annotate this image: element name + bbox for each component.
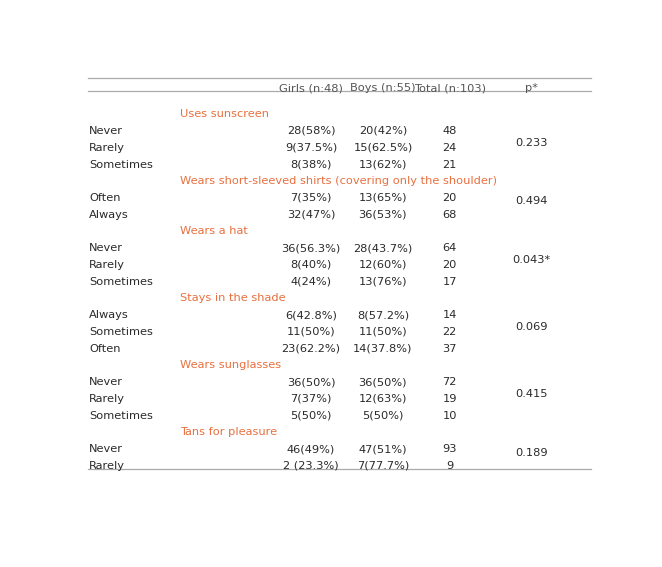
Text: 13(65%): 13(65%) (359, 193, 407, 203)
Text: Boys (n:55): Boys (n:55) (350, 83, 416, 94)
Text: 11(50%): 11(50%) (287, 327, 336, 337)
Text: 7(37%): 7(37%) (291, 394, 332, 404)
Text: 2 (23.3%): 2 (23.3%) (283, 461, 339, 471)
Text: 13(62%): 13(62%) (359, 159, 407, 170)
Text: 20(42%): 20(42%) (359, 126, 407, 136)
Text: 12(60%): 12(60%) (359, 260, 407, 270)
Text: 5(50%): 5(50%) (291, 411, 332, 421)
Text: 21: 21 (442, 159, 457, 170)
Text: 68: 68 (442, 210, 457, 220)
Text: 64: 64 (442, 243, 457, 253)
Text: 0.415: 0.415 (516, 389, 548, 399)
Text: Sometimes: Sometimes (89, 277, 153, 287)
Text: 13(76%): 13(76%) (359, 277, 407, 287)
Text: Stays in the shade: Stays in the shade (180, 293, 286, 303)
Text: Often: Often (89, 344, 120, 354)
Text: 48: 48 (442, 126, 457, 136)
Text: 5(50%): 5(50%) (362, 411, 404, 421)
Text: 14: 14 (442, 310, 457, 320)
Text: Wears sunglasses: Wears sunglasses (180, 361, 281, 370)
Text: 9: 9 (446, 461, 453, 471)
Text: Often: Often (89, 193, 120, 203)
Text: Tans for pleasure: Tans for pleasure (180, 428, 277, 437)
Text: 20: 20 (442, 193, 457, 203)
Text: 0.189: 0.189 (515, 447, 548, 458)
Text: 14(37.8%): 14(37.8%) (354, 344, 412, 354)
Text: Uses sunscreen: Uses sunscreen (180, 109, 269, 119)
Text: Never: Never (89, 377, 123, 387)
Text: Rarely: Rarely (89, 143, 125, 153)
Text: 9(37.5%): 9(37.5%) (285, 143, 337, 153)
Text: 0.233: 0.233 (516, 138, 548, 147)
Text: Total (n:103): Total (n:103) (414, 83, 486, 94)
Text: Always: Always (89, 210, 128, 220)
Text: 6(42.8%): 6(42.8%) (285, 310, 337, 320)
Text: 8(38%): 8(38%) (291, 159, 332, 170)
Text: 22: 22 (442, 327, 457, 337)
Text: 8(40%): 8(40%) (291, 260, 332, 270)
Text: 12(63%): 12(63%) (359, 394, 407, 404)
Text: 17: 17 (442, 277, 457, 287)
Text: 10: 10 (442, 411, 457, 421)
Text: 93: 93 (442, 444, 457, 454)
Text: 32(47%): 32(47%) (287, 210, 335, 220)
Text: Always: Always (89, 310, 128, 320)
Text: 28(43.7%): 28(43.7%) (354, 243, 412, 253)
Text: 46(49%): 46(49%) (287, 444, 335, 454)
Text: 37: 37 (442, 344, 457, 354)
Text: Wears a hat: Wears a hat (180, 226, 248, 236)
Text: Sometimes: Sometimes (89, 159, 153, 170)
Text: 36(56.3%): 36(56.3%) (281, 243, 341, 253)
Text: Wears short-sleeved shirts (covering only the shoulder): Wears short-sleeved shirts (covering onl… (180, 176, 497, 186)
Text: 36(50%): 36(50%) (287, 377, 336, 387)
Text: Rarely: Rarely (89, 260, 125, 270)
Text: p*: p* (525, 83, 538, 94)
Text: Sometimes: Sometimes (89, 411, 153, 421)
Text: 0.494: 0.494 (516, 196, 548, 206)
Text: 7(77.7%): 7(77.7%) (357, 461, 409, 471)
Text: 15(62.5%): 15(62.5%) (354, 143, 412, 153)
Text: Sometimes: Sometimes (89, 327, 153, 337)
Text: 8(57.2%): 8(57.2%) (357, 310, 409, 320)
Text: 47(51%): 47(51%) (359, 444, 407, 454)
Text: Rarely: Rarely (89, 461, 125, 471)
Text: 36(50%): 36(50%) (359, 377, 407, 387)
Text: 4(24%): 4(24%) (291, 277, 332, 287)
Text: 23(62.2%): 23(62.2%) (281, 344, 340, 354)
Text: Never: Never (89, 444, 123, 454)
Text: 24: 24 (442, 143, 457, 153)
Text: 0.043*: 0.043* (512, 255, 551, 265)
Text: 11(50%): 11(50%) (359, 327, 407, 337)
Text: Rarely: Rarely (89, 394, 125, 404)
Text: 28(58%): 28(58%) (287, 126, 336, 136)
Text: Girls (n:48): Girls (n:48) (279, 83, 343, 94)
Text: 20: 20 (442, 260, 457, 270)
Text: 72: 72 (442, 377, 457, 387)
Text: 19: 19 (442, 394, 457, 404)
Text: 0.069: 0.069 (516, 322, 548, 332)
Text: 7(35%): 7(35%) (291, 193, 332, 203)
Text: Never: Never (89, 126, 123, 136)
Text: Never: Never (89, 243, 123, 253)
Text: 36(53%): 36(53%) (359, 210, 407, 220)
